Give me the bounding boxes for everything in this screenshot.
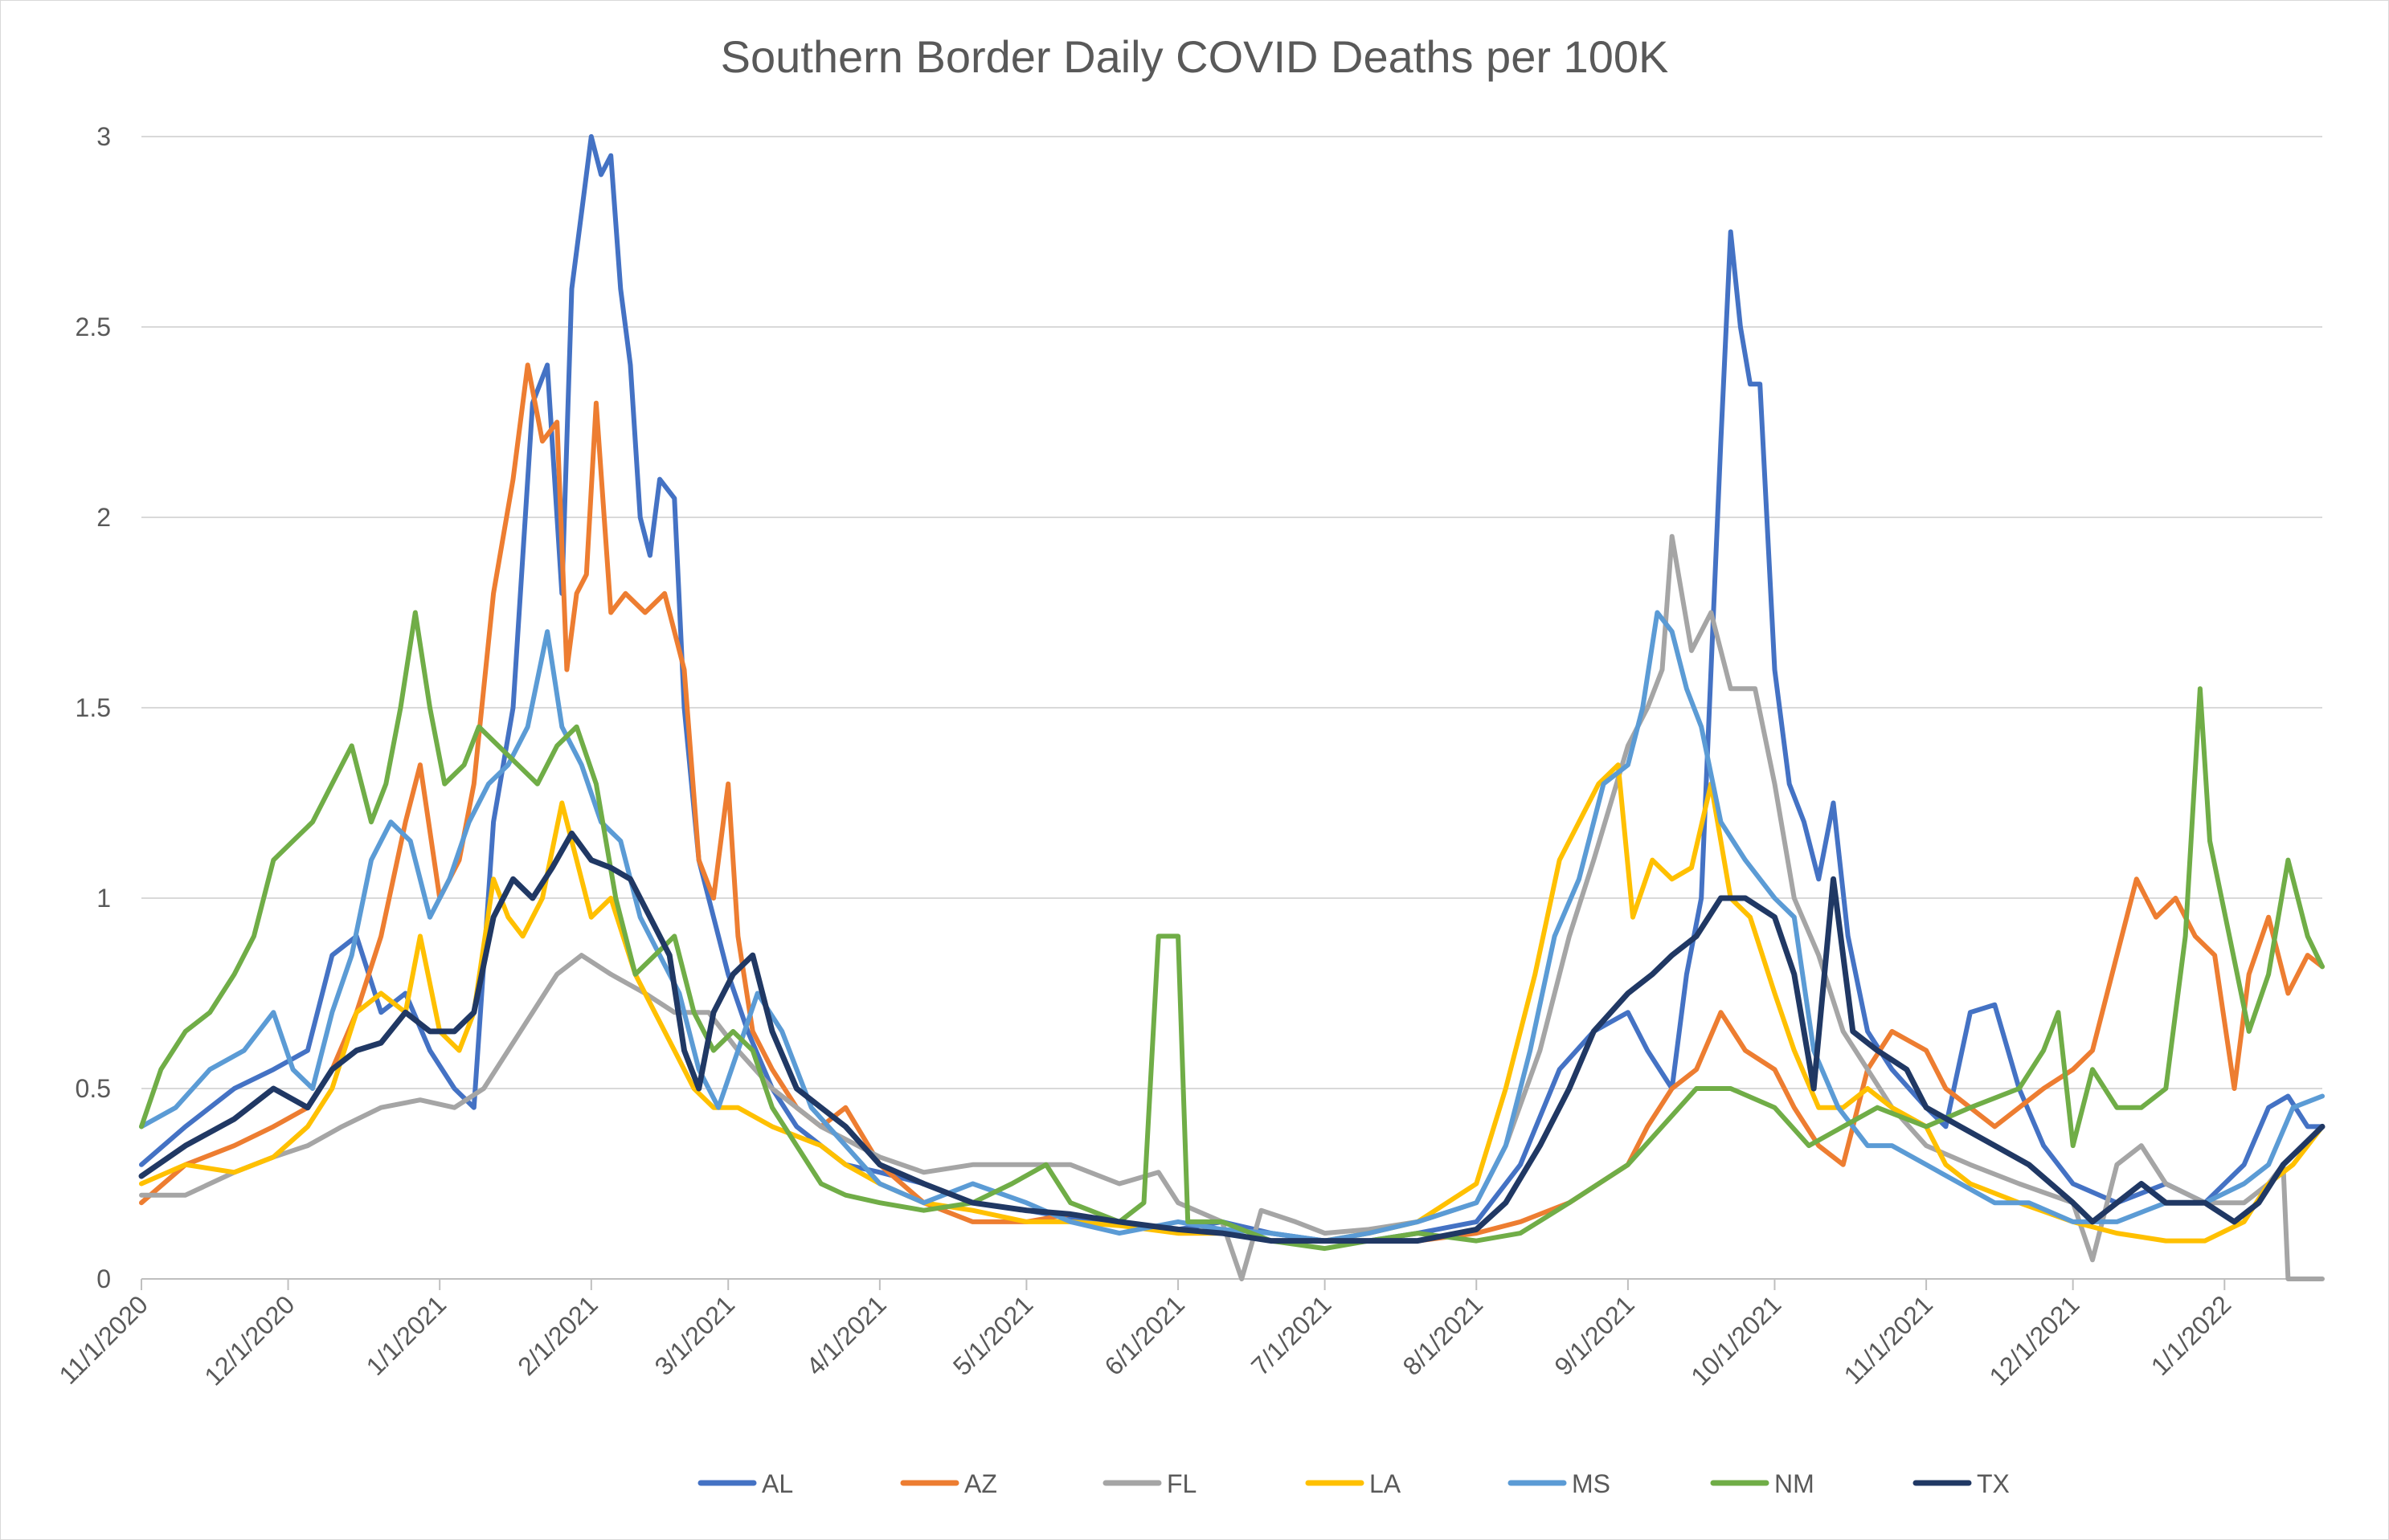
series-line-az [139,362,2325,1244]
y-axis-ticks: 0 0.5 1 1.5 2 2.5 3 [76,122,111,1293]
x-tick-label: 12/1/2020 [198,1289,300,1391]
legend-label-al: AL [762,1469,793,1498]
legend-label-la: LA [1369,1469,1401,1498]
x-axis-ticks: 11/1/2020 12/1/2020 1/1/2021 2/1/2021 3/1/20… [54,1279,2237,1391]
y-tick-label: 0 [96,1264,111,1293]
x-tick-label: 3/1/2021 [649,1289,741,1381]
y-tick-label: 2 [96,503,111,532]
x-tick-label: 5/1/2021 [947,1289,1039,1381]
x-tick-label: 6/1/2021 [1098,1289,1190,1381]
legend-label-az: AZ [964,1469,997,1498]
series-line-tx [138,830,2326,1244]
y-tick-label: 0.5 [76,1074,111,1103]
legend-label-ms: MS [1572,1469,1610,1498]
series-line-ms [139,610,2325,1244]
series-line-al [139,134,2325,1244]
x-tick-label: 2/1/2021 [512,1289,603,1381]
x-tick-label: 10/1/2021 [1685,1289,1786,1391]
x-tick-label: 1/1/2021 [361,1289,452,1381]
legend-label-fl: FL [1167,1469,1197,1498]
y-tick-label: 2.5 [76,312,111,341]
x-tick-label: 4/1/2021 [800,1289,892,1381]
series-lines [138,134,2326,1281]
x-tick-label: 1/1/2022 [2146,1289,2237,1381]
x-tick-label: 9/1/2021 [1548,1289,1640,1381]
x-tick-label: 11/1/2020 [54,1289,153,1389]
y-tick-label: 3 [96,122,111,151]
x-tick-label: 7/1/2021 [1246,1289,1337,1381]
gridlines [141,136,2322,1280]
legend-label-tx: TX [1977,1469,2010,1498]
y-tick-label: 1.5 [76,693,111,722]
legend: AL AZ FL LA MS NM TX [697,1469,2010,1498]
x-tick-label: 12/1/2021 [1983,1289,2084,1391]
y-tick-label: 1 [96,884,111,913]
x-tick-label: 11/1/2021 [1839,1289,1938,1389]
series-line-nm [139,610,2325,1252]
series-line-fl [139,533,2325,1281]
x-tick-label: 8/1/2021 [1397,1289,1489,1381]
legend-label-nm: NM [1774,1469,1814,1498]
chart-title: Southern Border Daily COVID Deaths per 1… [720,31,1669,82]
